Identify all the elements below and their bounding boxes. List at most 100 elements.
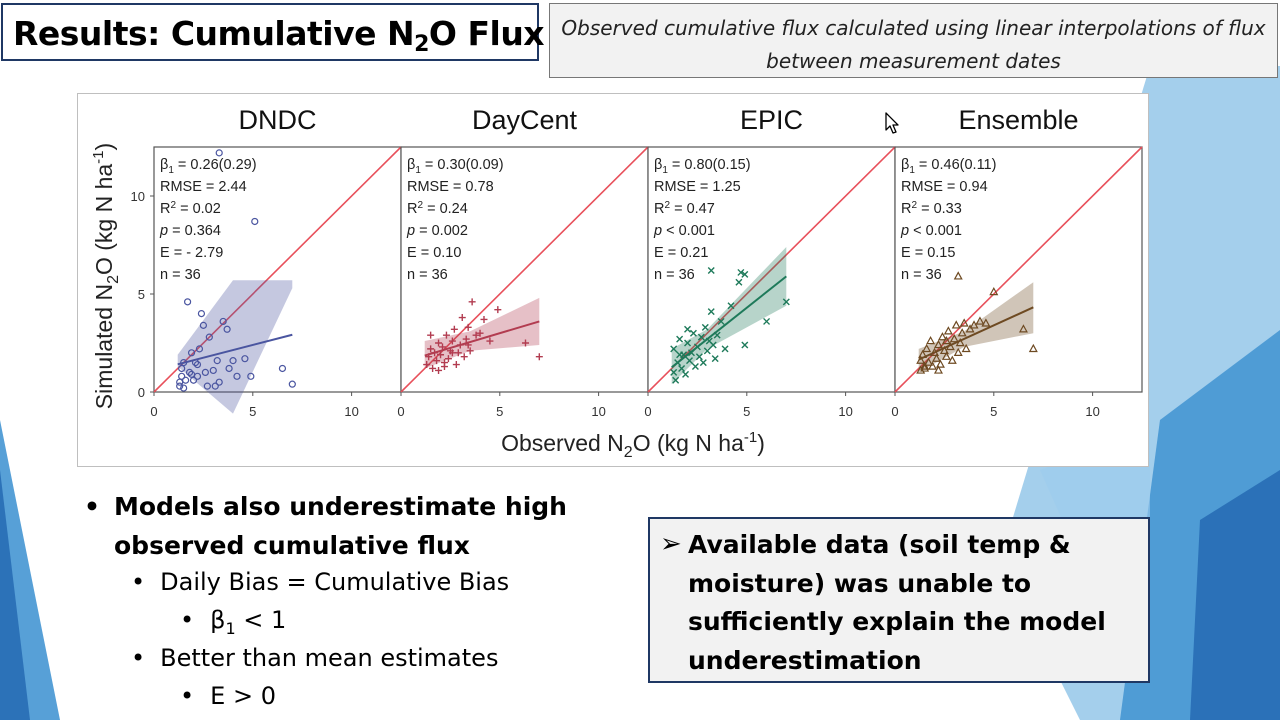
ensemble-data-point bbox=[965, 324, 975, 333]
dndc-stat-p: p = 0.364 bbox=[159, 223, 221, 239]
dndc-data-point bbox=[191, 359, 200, 367]
epic-stat-e: E = 0.21 bbox=[654, 245, 708, 261]
ensemble-data-point bbox=[920, 363, 930, 372]
dndc-data-point bbox=[180, 384, 188, 392]
ensemble-data-point bbox=[918, 349, 928, 358]
dndc-stat-e: E = - 2.79 bbox=[160, 245, 223, 261]
dndc-data-point bbox=[211, 382, 219, 390]
ensemble-data-point bbox=[935, 359, 945, 368]
dndc-data-point bbox=[199, 321, 208, 329]
dndc-data-point bbox=[205, 333, 213, 341]
epic-x-tick-label: 0 bbox=[644, 404, 651, 419]
daycent-data-point bbox=[425, 353, 433, 361]
sub-sub-bullet-e: • E > 0 bbox=[180, 681, 276, 711]
e-condition: E > 0 bbox=[210, 682, 276, 710]
epic-panel-title: EPIC bbox=[740, 105, 803, 135]
daycent-data-point bbox=[429, 364, 437, 372]
ensemble-x-tick-label: 5 bbox=[990, 404, 997, 419]
daycent-data-point bbox=[521, 339, 529, 347]
ensemble-data-point bbox=[916, 355, 926, 364]
ensemble-x-tick-label: 10 bbox=[1085, 404, 1099, 419]
dndc-data-point bbox=[180, 359, 188, 367]
daycent-data-point bbox=[438, 343, 446, 351]
epic-data-point bbox=[727, 302, 735, 310]
ensemble-data-point bbox=[937, 332, 947, 341]
daycent-data-point bbox=[466, 347, 474, 355]
epic-data-point bbox=[689, 329, 697, 337]
dndc-data-point bbox=[187, 349, 196, 357]
epic-data-point bbox=[763, 317, 771, 325]
daycent-data-point bbox=[476, 329, 484, 337]
epic-data-point bbox=[713, 331, 721, 339]
epic-stat-rmse: RMSE = 1.25 bbox=[654, 179, 741, 195]
daycent-data-point bbox=[456, 341, 464, 349]
ensemble-data-point bbox=[981, 318, 991, 327]
ensemble-data-point bbox=[989, 286, 999, 296]
epic-data-point bbox=[682, 370, 690, 378]
dndc-data-point bbox=[182, 376, 190, 384]
epic-data-point bbox=[707, 308, 715, 316]
daycent-stat-n: n = 36 bbox=[407, 267, 448, 283]
dndc-stat-beta: β1 = 0.26(0.29) bbox=[160, 157, 257, 176]
epic-data-point bbox=[701, 323, 709, 331]
dndc-x-tick-label: 0 bbox=[150, 404, 157, 419]
epic-data-point bbox=[684, 339, 692, 347]
epic-data-point bbox=[697, 333, 705, 341]
daycent-x-tick-label: 0 bbox=[397, 404, 404, 419]
daycent-fit-line bbox=[424, 320, 540, 357]
conclusion-text: Available data (soil temp & moisture) wa… bbox=[688, 530, 1106, 675]
daycent-data-point bbox=[427, 331, 435, 339]
daycent-stat-r2: R2 = 0.24 bbox=[407, 200, 468, 217]
ensemble-stat-p: p < 0.001 bbox=[900, 223, 962, 239]
sub-bullet-mean-estimates: • Better than mean estimates bbox=[131, 643, 498, 673]
dndc-data-point bbox=[251, 217, 259, 226]
bullet-dot-icon: • bbox=[180, 606, 195, 634]
daycent-stat-e: E = 0.10 bbox=[407, 245, 461, 261]
sub-sub-bullet-beta: • β1 < 1 bbox=[180, 605, 286, 644]
ensemble-data-point bbox=[953, 347, 963, 356]
ensemble-data-point bbox=[969, 320, 979, 329]
epic-data-point bbox=[695, 353, 703, 361]
ensemble-data-point bbox=[949, 334, 959, 343]
epic-data-point bbox=[678, 364, 686, 372]
dndc-panel-title: DNDC bbox=[239, 105, 317, 135]
bullet-dot-icon: • bbox=[131, 568, 146, 596]
epic-data-point bbox=[686, 357, 693, 365]
daycent-stat-beta: β1 = 0.30(0.09) bbox=[407, 157, 504, 176]
bullet-dot-icon: • bbox=[180, 682, 195, 710]
dndc-data-point bbox=[278, 364, 287, 373]
dndc-data-point bbox=[229, 357, 237, 365]
daycent-data-point bbox=[480, 315, 488, 323]
daycent-data-point bbox=[427, 345, 435, 353]
dndc-data-point bbox=[176, 382, 184, 390]
daycent-data-point bbox=[450, 325, 458, 333]
dndc-data-point bbox=[185, 368, 194, 376]
daycent-panel-title: DayCent bbox=[472, 105, 578, 135]
ensemble-data-point bbox=[945, 341, 955, 351]
daycent-data-point bbox=[464, 341, 472, 349]
dndc-data-point bbox=[201, 368, 209, 376]
dndc-data-point bbox=[233, 372, 241, 380]
mouse-pointer-icon bbox=[885, 112, 899, 134]
daycent-data-point bbox=[423, 361, 431, 369]
dndc-stat-r2: R2 = 0.02 bbox=[160, 200, 221, 217]
y-tick-label: 0 bbox=[138, 385, 145, 400]
ensemble-data-point bbox=[930, 347, 940, 356]
dndc-data-point bbox=[183, 298, 192, 306]
epic-data-point bbox=[717, 317, 725, 325]
ensemble-data-point bbox=[924, 357, 934, 366]
ensemble-data-point bbox=[926, 335, 936, 345]
ensemble-x-tick-label: 0 bbox=[891, 404, 898, 419]
epic-data-point bbox=[711, 355, 719, 363]
ensemble-data-point bbox=[1018, 324, 1028, 333]
daycent-data-point bbox=[454, 349, 462, 357]
dndc-data-point bbox=[225, 364, 233, 373]
daycent-data-point bbox=[433, 357, 441, 365]
daycent-data-point bbox=[458, 314, 466, 322]
epic-data-point bbox=[741, 270, 749, 278]
ensemble-data-point bbox=[957, 328, 967, 337]
dndc-data-point bbox=[197, 310, 206, 318]
ensemble-data-point bbox=[975, 316, 985, 325]
dndc-x-tick-label: 5 bbox=[249, 404, 256, 419]
ensemble-data-point bbox=[939, 345, 949, 355]
